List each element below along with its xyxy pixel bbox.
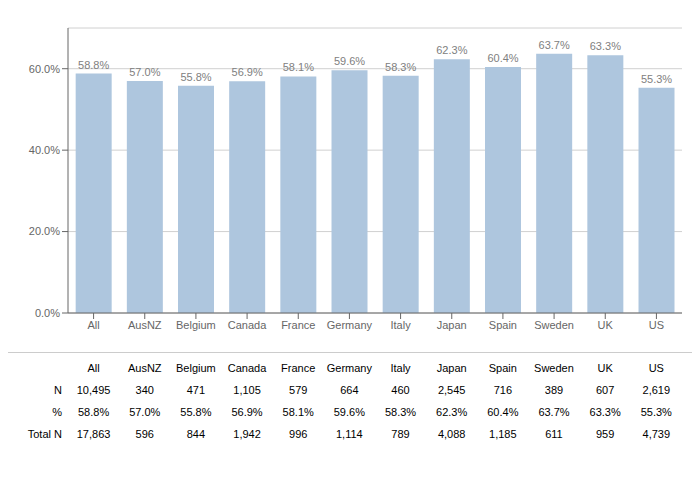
html-text:58.1%: 58.1% [282, 406, 314, 418]
html-text:AusNZ: AusNZ [127, 362, 162, 374]
html-text:2,545: 2,545 [437, 384, 466, 396]
html-text:Japan: Japan [436, 362, 467, 374]
svg-text:Italy: Italy [390, 319, 411, 331]
svg-text:63.3%: 63.3% [590, 40, 621, 52]
svg-text:All: All [87, 319, 99, 331]
html-text:460: 460 [391, 384, 410, 396]
html-text:57.0%: 57.0% [129, 406, 161, 418]
html-text:All: All [87, 362, 100, 374]
html-text:996: 996 [289, 428, 308, 440]
html-text:389: 389 [544, 384, 564, 396]
html-text:UK: UK [597, 362, 613, 374]
html-text:10,495: 10,495 [76, 384, 111, 396]
html-text:58.8%: 58.8% [78, 406, 110, 418]
html-text:2,619: 2,619 [642, 384, 671, 396]
svg-text:58.1%: 58.1% [283, 61, 314, 73]
html-text:1,185: 1,185 [489, 428, 517, 440]
html-text:56.9%: 56.9% [231, 406, 263, 418]
html-text:579: 579 [289, 384, 308, 396]
html-text:55.3%: 55.3% [640, 406, 672, 418]
svg-text:France: France [281, 319, 315, 331]
html-text:4,088: 4,088 [437, 428, 466, 440]
svg-text:62.3%: 62.3% [436, 44, 467, 56]
html-text:1,114: 1,114 [336, 428, 363, 440]
html-text:716: 716 [493, 384, 512, 396]
svg-text:Spain: Spain [489, 319, 517, 331]
html-text:607: 607 [596, 384, 615, 396]
html-text:611: 611 [545, 428, 563, 440]
html-text:60.4%: 60.4% [487, 406, 519, 418]
html-text:US: US [648, 362, 664, 374]
html-text:959: 959 [596, 428, 615, 440]
html-text:France: France [281, 362, 316, 374]
svg-text:UK: UK [598, 319, 614, 331]
html-text:Total N: Total N [27, 428, 62, 440]
html-text:59.6%: 59.6% [333, 406, 365, 418]
svg-text:60.0%: 60.0% [29, 63, 60, 75]
svg-text:59.6%: 59.6% [334, 55, 365, 67]
svg-text:0.0%: 0.0% [35, 307, 60, 319]
html-text:63.3%: 63.3% [589, 406, 621, 418]
html-text:Italy: Italy [390, 362, 411, 374]
html-text:N: N [54, 384, 62, 396]
html-text:62.3%: 62.3% [436, 406, 468, 418]
html-text:Sweden: Sweden [534, 362, 574, 374]
svg-text:Belgium: Belgium [176, 319, 216, 331]
svg-text:56.9%: 56.9% [232, 66, 263, 78]
svg-text:20.0%: 20.0% [29, 225, 60, 237]
svg-text:55.8%: 55.8% [180, 71, 211, 83]
svg-text:60.4%: 60.4% [487, 52, 518, 64]
svg-text:58.8%: 58.8% [78, 59, 109, 71]
html-text:664: 664 [340, 384, 359, 396]
svg-text:Japan: Japan [437, 319, 467, 331]
html-text:Canada: Canada [227, 362, 267, 374]
svg-text:58.3%: 58.3% [385, 61, 416, 73]
html-text:Spain: Spain [488, 362, 517, 374]
html-text:789: 789 [391, 428, 410, 440]
html-text:471: 471 [186, 384, 206, 396]
svg-text:57.0%: 57.0% [129, 66, 160, 78]
html-text:1,942: 1,942 [233, 428, 261, 440]
html-text:4,739: 4,739 [642, 428, 671, 440]
html-text:1,105: 1,105 [233, 384, 261, 396]
svg-text:Germany: Germany [327, 319, 373, 331]
svg-text:US: US [649, 319, 664, 331]
svg-text:55.3%: 55.3% [641, 73, 672, 85]
html-text:844: 844 [186, 428, 206, 440]
svg-text:Sweden: Sweden [534, 319, 574, 331]
svg-text:AusNZ: AusNZ [128, 319, 162, 331]
html-text:340: 340 [135, 384, 154, 396]
html-text:Belgium: Belgium [176, 362, 216, 374]
html-text:596: 596 [135, 428, 154, 440]
html-text:58.3%: 58.3% [384, 406, 417, 418]
svg-text:Canada: Canada [228, 319, 267, 331]
html-text:17,863: 17,863 [76, 428, 111, 440]
svg-text:40.0%: 40.0% [29, 144, 60, 156]
html-text:63.7%: 63.7% [538, 406, 570, 418]
html-text:55.8%: 55.8% [180, 406, 212, 418]
svg-text:63.7%: 63.7% [539, 39, 570, 51]
html-text:Germany: Germany [326, 362, 372, 374]
